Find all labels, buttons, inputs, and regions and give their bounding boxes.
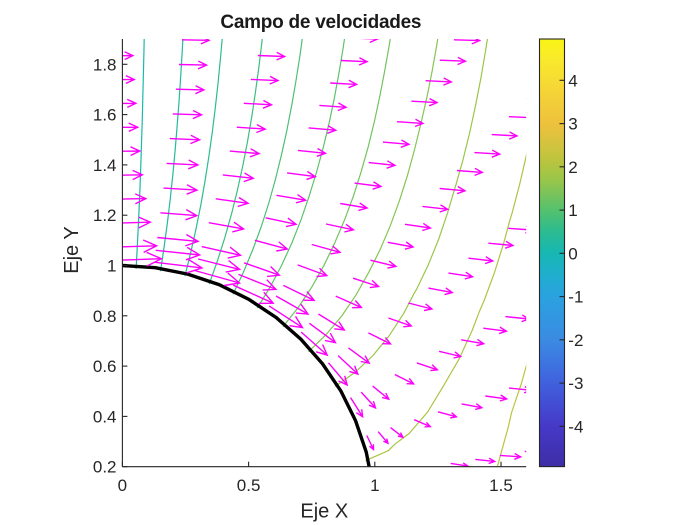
svg-text:0: 0 (118, 476, 127, 495)
svg-text:Campo de velocidades: Campo de velocidades (220, 12, 421, 33)
svg-text:0: 0 (568, 244, 577, 263)
svg-text:Eje X: Eje X (300, 501, 348, 523)
svg-text:Eje Y: Eje Y (61, 226, 83, 273)
svg-text:3: 3 (568, 115, 577, 134)
svg-text:1: 1 (107, 257, 116, 276)
svg-text:1.2: 1.2 (93, 206, 117, 225)
svg-text:0.8: 0.8 (93, 307, 117, 326)
svg-text:1.5: 1.5 (489, 476, 513, 495)
svg-text:0.6: 0.6 (93, 357, 117, 376)
svg-text:4: 4 (568, 71, 577, 90)
svg-text:-2: -2 (568, 331, 583, 350)
svg-text:1.4: 1.4 (93, 156, 117, 175)
svg-text:1: 1 (568, 201, 577, 220)
svg-text:-3: -3 (568, 374, 583, 393)
svg-text:1.8: 1.8 (93, 55, 117, 74)
svg-text:0.4: 0.4 (93, 407, 117, 426)
svg-text:2: 2 (568, 158, 577, 177)
svg-text:0.2: 0.2 (93, 458, 117, 477)
svg-text:-1: -1 (568, 288, 583, 307)
svg-text:-4: -4 (568, 417, 583, 436)
svg-text:1: 1 (370, 476, 379, 495)
svg-text:1.6: 1.6 (93, 106, 117, 125)
svg-text:0.5: 0.5 (237, 476, 261, 495)
